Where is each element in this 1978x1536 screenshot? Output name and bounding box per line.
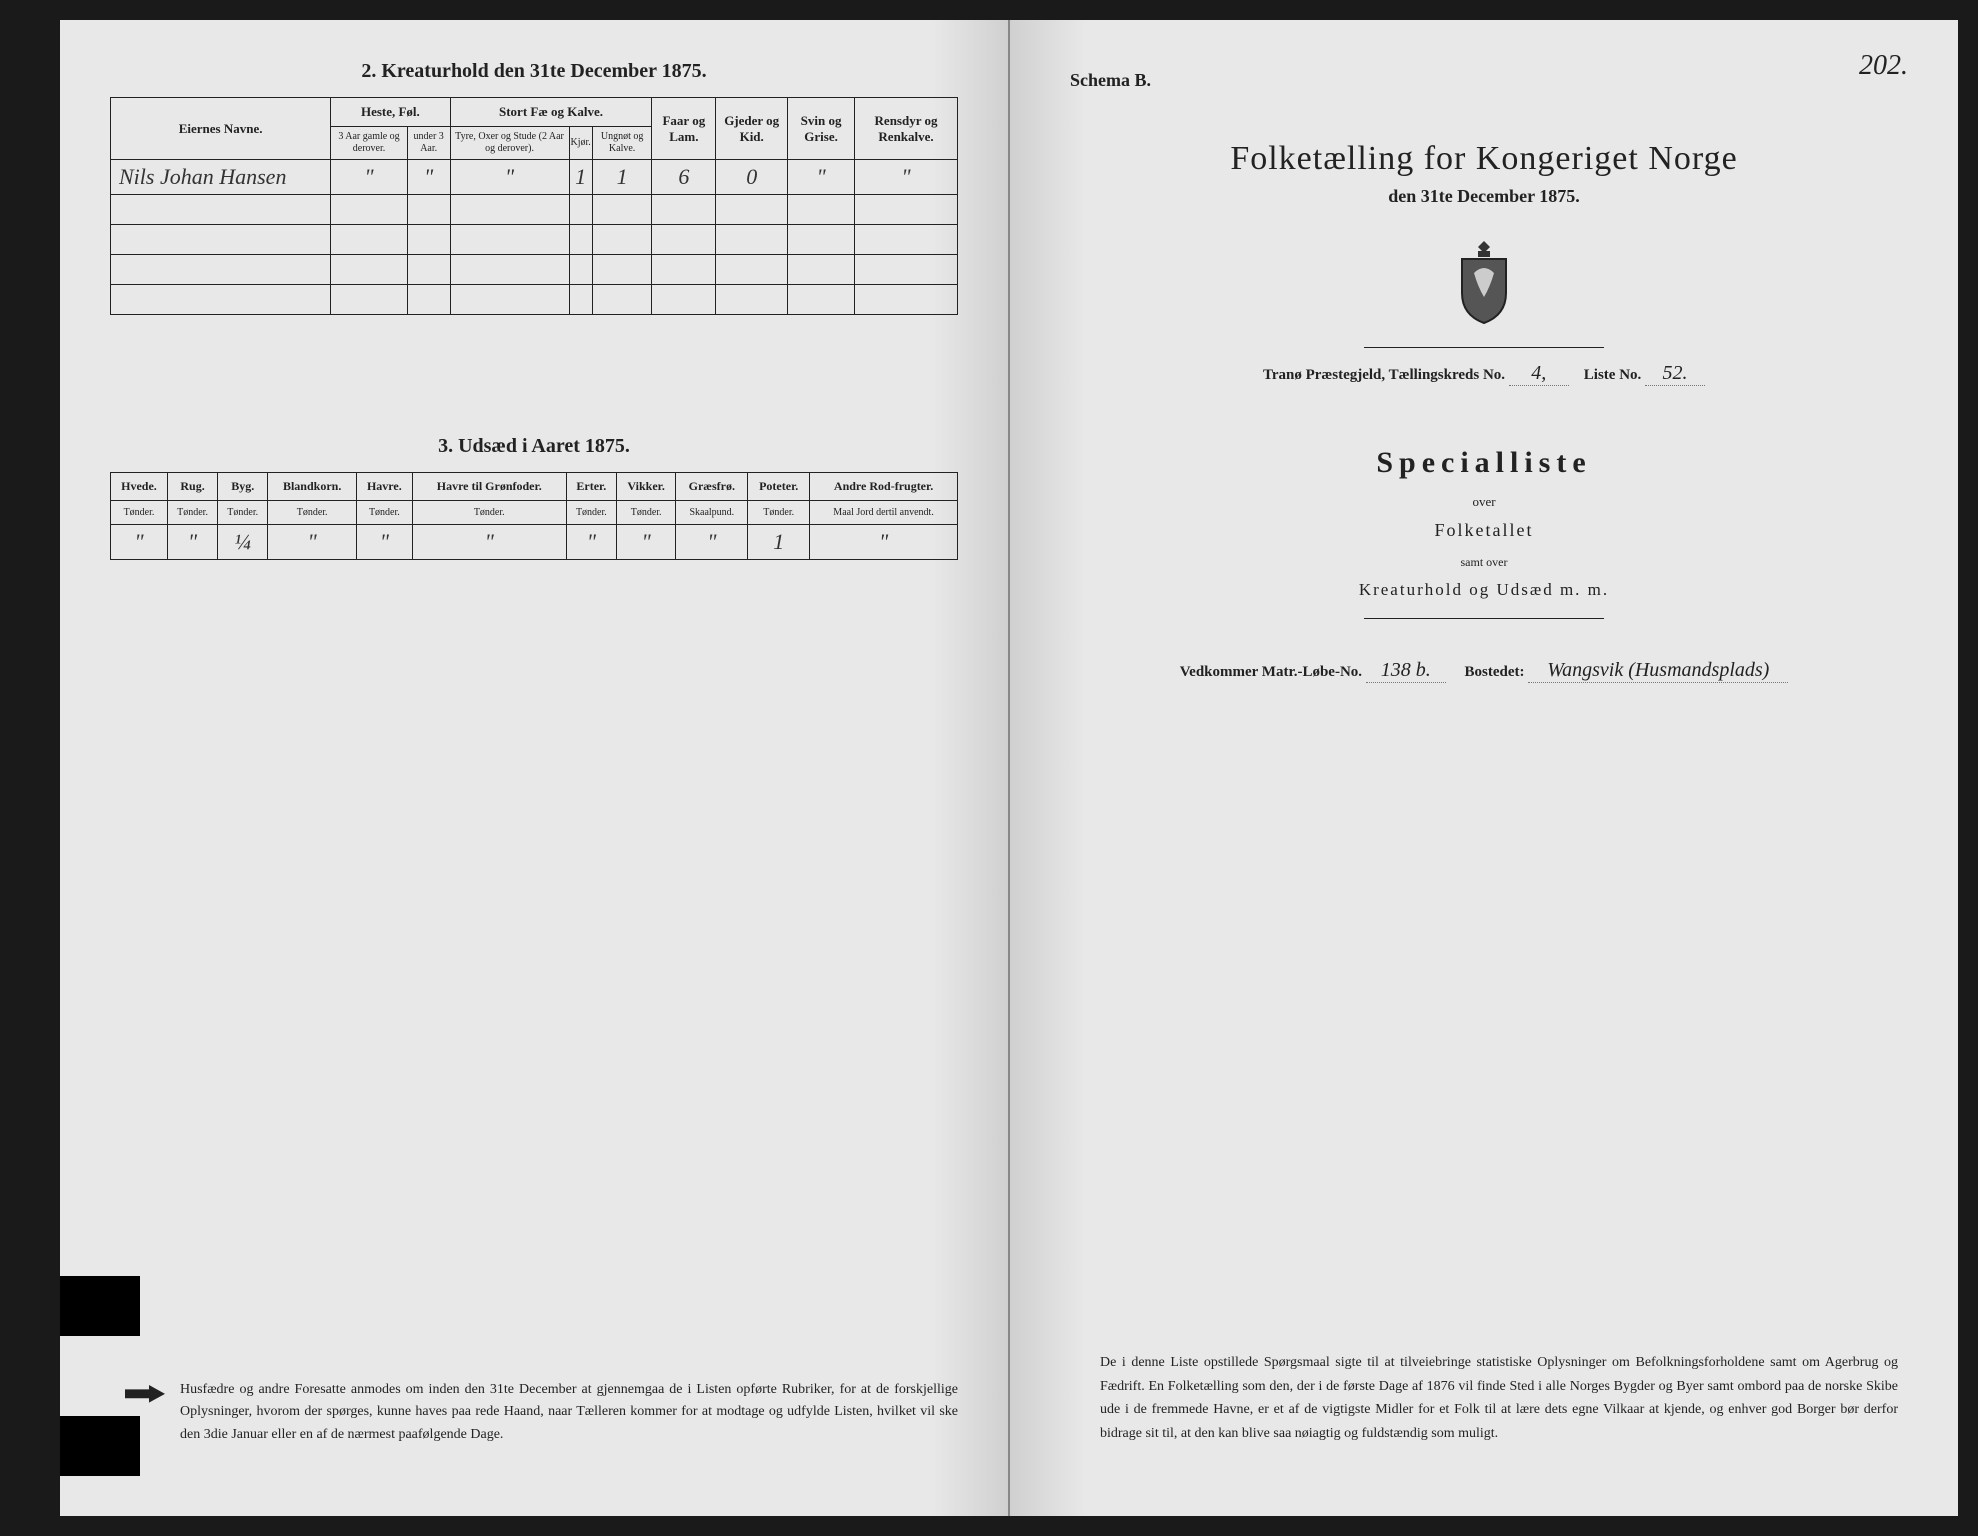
h6: Havre til Grønfoder. [412, 473, 566, 501]
section3-title: 3. Udsæd i Aaret 1875. [110, 435, 958, 458]
sub-c2: Kjør. [569, 127, 592, 160]
divider [1364, 347, 1604, 348]
cell: " [357, 525, 413, 560]
h3: Byg. [218, 473, 268, 501]
table-udsaed: Hvede. Rug. Byg. Blandkorn. Havre. Havre… [110, 472, 958, 560]
sub: Tønder. [748, 501, 810, 525]
table-row [111, 195, 958, 225]
schema-label: Schema B. [1070, 70, 1151, 91]
cell: " [676, 525, 748, 560]
cell: " [616, 525, 675, 560]
col-pigs: Svin og Grise. [788, 98, 855, 160]
divider [1364, 618, 1604, 619]
sub: Skaalpund. [676, 501, 748, 525]
table-kreaturhold: Eiernes Navne. Heste, Føl. Stort Fæ og K… [110, 97, 958, 315]
sub-date: den 31te December 1875. [1060, 186, 1908, 207]
section2-title: 2. Kreaturhold den 31te December 1875. [110, 60, 958, 83]
cell: " [331, 160, 408, 195]
samtover-label: samt over [1060, 555, 1908, 570]
sub-c3: Ungnøt og Kalve. [592, 127, 652, 160]
sub: Tønder. [357, 501, 413, 525]
cell: 1 [569, 160, 592, 195]
h5: Havre. [357, 473, 413, 501]
sub: Tønder. [167, 501, 217, 525]
liste-label: Liste No. [1584, 367, 1642, 383]
folketallet-label: Folketallet [1060, 520, 1908, 541]
h8: Vikker. [616, 473, 675, 501]
cell: 6 [652, 160, 716, 195]
col-owner: Eiernes Navne. [111, 98, 331, 160]
col-goats: Gjeder og Kid. [716, 98, 788, 160]
cell: " [268, 525, 357, 560]
specialliste-title: Specialliste [1060, 446, 1908, 480]
sub-h2: under 3 Aar. [407, 127, 450, 160]
main-title: Folketælling for Kongeriget Norge [1060, 140, 1908, 178]
table-row [111, 225, 958, 255]
cell: " [412, 525, 566, 560]
cell: " [810, 525, 958, 560]
cell: " [450, 160, 569, 195]
left-page: 2. Kreaturhold den 31te December 1875. E… [60, 20, 1010, 1516]
table-row [111, 255, 958, 285]
vedkommer-label: Vedkommer Matr.-Løbe-No. [1180, 664, 1362, 680]
kreds-no: 4, [1509, 362, 1569, 386]
right-footnote: De i denne Liste opstillede Spørgsmaal s… [1100, 1351, 1898, 1446]
liste-no: 52. [1645, 362, 1705, 386]
sub: Maal Jord dertil anvendt. [810, 501, 958, 525]
sub: Tønder. [566, 501, 616, 525]
h7: Erter. [566, 473, 616, 501]
grp-cattle: Stort Fæ og Kalve. [450, 98, 652, 127]
h1: Hvede. [111, 473, 168, 501]
sub-c1: Tyre, Oxer og Stude (2 Aar og derover). [450, 127, 569, 160]
cell: " [566, 525, 616, 560]
cell: " [111, 525, 168, 560]
bosted-label: Bostedet: [1465, 664, 1525, 680]
parish-line: Tranø Præstegjeld, Tællingskreds No. 4, … [1060, 362, 1908, 386]
h9: Græsfrø. [676, 473, 748, 501]
vedkommer-line: Vedkommer Matr.-Løbe-No. 138 b. Bostedet… [1060, 659, 1908, 683]
sub: Tønder. [616, 501, 675, 525]
page-number: 202. [1859, 50, 1908, 82]
cell: " [788, 160, 855, 195]
coat-of-arms-icon [1444, 237, 1524, 327]
h4: Blandkorn. [268, 473, 357, 501]
cell: 1 [748, 525, 810, 560]
h2: Rug. [167, 473, 217, 501]
kreatur-label: Kreaturhold og Udsæd m. m. [1060, 580, 1908, 600]
over-label: over [1060, 494, 1908, 510]
cell: 1 [592, 160, 652, 195]
h10: Poteter. [748, 473, 810, 501]
cell: " [855, 160, 958, 195]
sub: Tønder. [218, 501, 268, 525]
cell: " [407, 160, 450, 195]
sub: Tønder. [412, 501, 566, 525]
left-footnote: Husfædre og andre Foresatte anmodes om i… [180, 1379, 958, 1446]
h11: Andre Rod-frugter. [810, 473, 958, 501]
grp-horses: Heste, Føl. [331, 98, 450, 127]
matr-no: 138 b. [1366, 659, 1446, 683]
cell: ¼ [218, 525, 268, 560]
table-row [111, 285, 958, 315]
col-sheep: Faar og Lam. [652, 98, 716, 160]
cell: 0 [716, 160, 788, 195]
binding-clip [60, 1276, 140, 1336]
pointing-hand-icon [125, 1383, 165, 1405]
right-page: Schema B. 202. Folketælling for Kongerig… [1010, 20, 1958, 1516]
parish-label: Tranø Præstegjeld, Tællingskreds No. [1263, 367, 1505, 383]
sub: Tønder. [268, 501, 357, 525]
sub-h1: 3 Aar gamle og derover. [331, 127, 408, 160]
bosted-value: Wangsvik (Husmandsplads) [1528, 659, 1788, 683]
cell: " [167, 525, 217, 560]
footnote-text: Husfædre og andre Foresatte anmodes om i… [180, 1382, 958, 1442]
owner-name: Nils Johan Hansen [111, 160, 331, 195]
binding-clip [60, 1416, 140, 1476]
col-reindeer: Rensdyr og Renkalve. [855, 98, 958, 160]
sub: Tønder. [111, 501, 168, 525]
